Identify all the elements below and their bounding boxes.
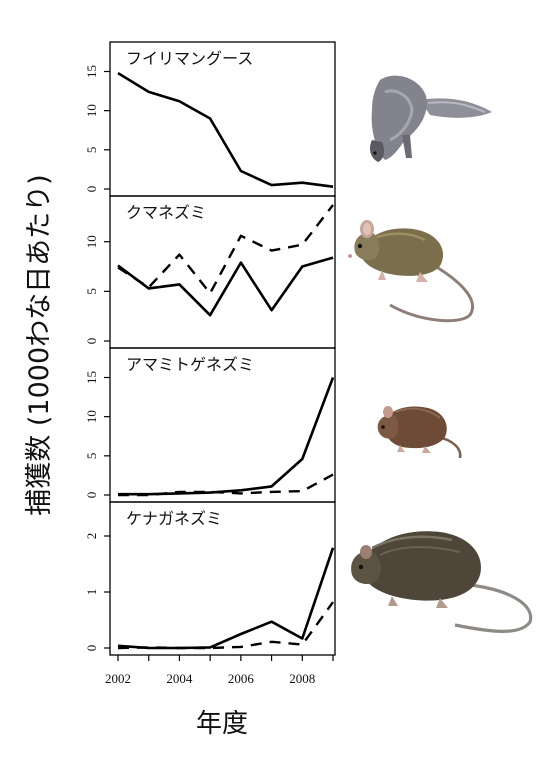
y-tick-label: 1 xyxy=(84,589,99,596)
series-line-solid xyxy=(118,377,335,496)
series-line-solid xyxy=(117,547,335,650)
series-line-dashed xyxy=(118,473,334,497)
amami-spiny-rat-illustration xyxy=(377,406,462,459)
series-line-solid xyxy=(117,71,334,188)
panel-2: クマネズミ 0 5 10 xyxy=(84,195,336,349)
y-tick-label: 0 xyxy=(84,186,99,193)
panel-title: フイリマングース xyxy=(126,49,253,68)
series-line-dashed xyxy=(117,601,334,650)
panel-frame xyxy=(109,501,336,656)
series-line-solid xyxy=(117,256,334,317)
x-tick-label: 2006 xyxy=(228,671,255,686)
y-tick-label: 5 xyxy=(84,147,99,154)
y-tick-label: 0 xyxy=(84,338,99,345)
y-tick-label: 0 xyxy=(84,645,99,652)
y-tick-label: 15 xyxy=(84,371,99,384)
panel-4: ケナガネズミ 0 1 2 xyxy=(84,501,336,656)
x-axis-label: 年度 xyxy=(196,709,248,739)
y-tick-label: 10 xyxy=(84,235,99,248)
y-tick-label: 2 xyxy=(84,533,99,540)
y-axis-label: 捕獲数 (1000わな日あたり) xyxy=(24,174,55,515)
y-tick-label: 0 xyxy=(84,492,99,499)
panel-title: クマネズミ xyxy=(126,203,206,222)
y-tick-label: 10 xyxy=(84,104,99,117)
mongoose-illustration xyxy=(370,75,492,162)
panel-3: アマミトゲネズミ 0 5 10 15 xyxy=(84,347,336,503)
series-line-dashed xyxy=(117,204,334,295)
y-tick-label: 5 xyxy=(84,288,99,295)
panel-title: アマミトゲネズミ xyxy=(126,355,254,374)
panel-title: ケナガネズミ xyxy=(126,509,222,528)
x-tick-label: 2002 xyxy=(105,671,131,686)
ryukyu-long-haired-rat-illustration xyxy=(351,531,533,633)
y-tick-label: 5 xyxy=(84,453,99,460)
x-tick-label: 2008 xyxy=(289,671,315,686)
panel-1: フイリマングース 0 5 10 15 xyxy=(84,41,336,197)
y-tick-label: 15 xyxy=(84,65,99,78)
panels: フイリマングース051015クマネズミ0510アマミトゲネズミ051015ケナガ… xyxy=(84,41,336,686)
x-tick-label: 2004 xyxy=(166,671,193,686)
black-rat-illustration xyxy=(348,220,475,323)
y-tick-label: 10 xyxy=(84,410,99,423)
